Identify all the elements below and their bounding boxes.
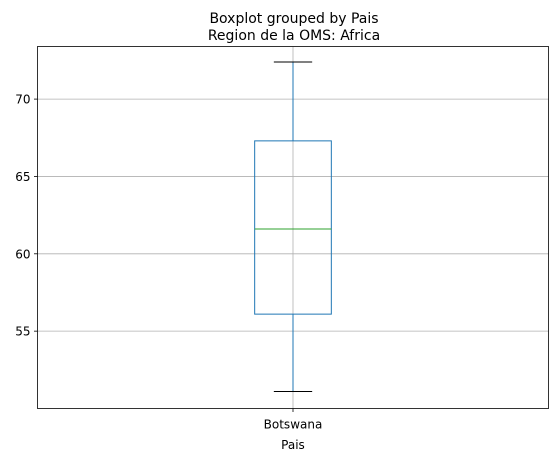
y-tick-label: 55: [15, 325, 30, 339]
y-tick-label: 65: [15, 170, 30, 184]
chart-suptitle: Boxplot grouped by Pais: [209, 11, 378, 27]
y-tick-label: 70: [15, 93, 30, 107]
plot-frame: [37, 46, 549, 409]
x-tick-label: Botswana: [264, 418, 323, 432]
y-tick-label: 60: [15, 247, 30, 261]
box-layer: [254, 61, 332, 392]
iqr-box: [254, 140, 332, 315]
x-axis-ticks: Botswana: [264, 408, 323, 432]
x-axis-label: Pais: [281, 438, 305, 452]
y-axis-ticks: 55 60 65 70: [15, 93, 38, 339]
box-group: [254, 61, 332, 392]
chart-title: Region de la OMS: Africa: [208, 28, 380, 44]
